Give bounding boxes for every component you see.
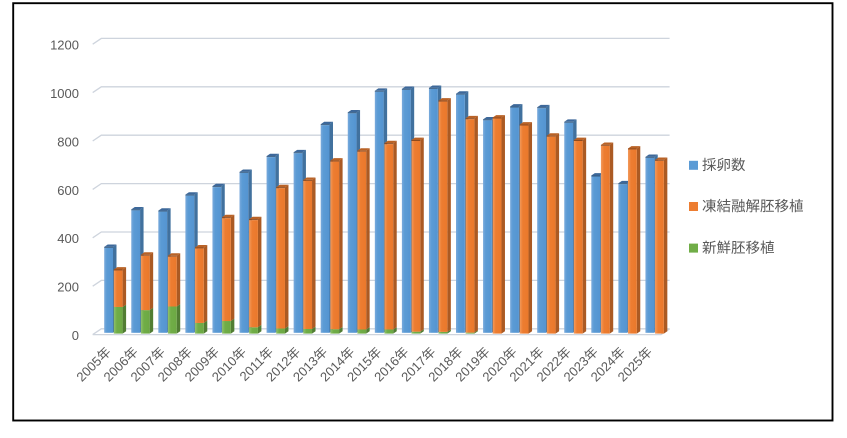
svg-text:0: 0 [72, 328, 79, 343]
svg-text:1000: 1000 [50, 86, 79, 101]
svg-text:400: 400 [57, 231, 79, 246]
svg-text:1200: 1200 [50, 38, 79, 53]
svg-text:200: 200 [57, 280, 79, 295]
svg-text:800: 800 [57, 134, 79, 149]
svg-text:600: 600 [57, 183, 79, 198]
